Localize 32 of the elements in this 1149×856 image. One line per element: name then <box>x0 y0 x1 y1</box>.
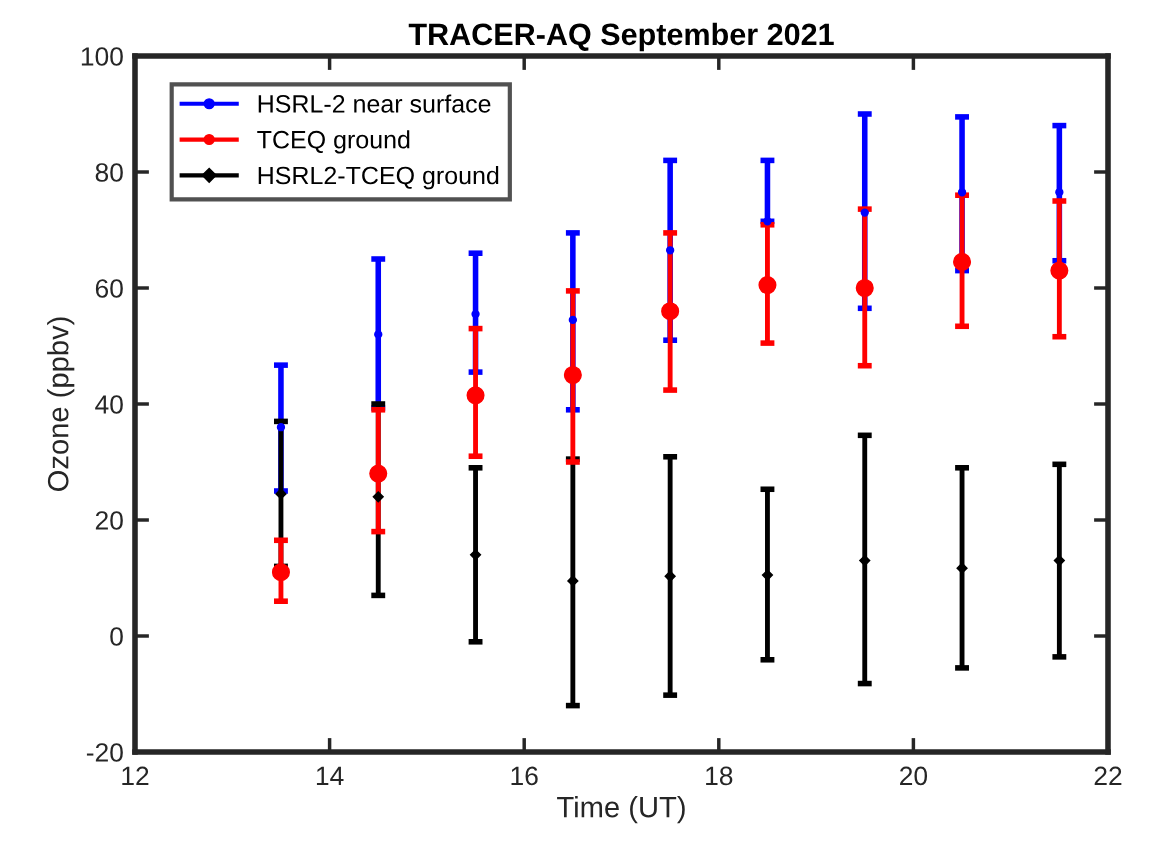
y-tick-label: 100 <box>81 47 123 66</box>
x-tick-label: 16 <box>511 766 538 786</box>
point <box>369 464 388 483</box>
x-tick-label: 20 <box>900 766 928 786</box>
x-axis-title: Time (UT) <box>557 796 685 824</box>
point <box>372 491 384 503</box>
y-tick-label: -20 <box>86 743 123 762</box>
point <box>568 315 578 325</box>
x-tick-label: 14 <box>316 766 344 786</box>
point <box>855 278 874 298</box>
chart-title: TRACER-AQ September 2021 <box>408 22 834 52</box>
point <box>661 302 680 321</box>
x-tick-label: 12 <box>122 766 149 786</box>
point <box>1050 261 1069 280</box>
point <box>276 423 286 432</box>
point <box>1055 188 1064 197</box>
x-tick-label: 22 <box>1094 766 1122 786</box>
y-tick-label: 0 <box>110 627 123 646</box>
y-axis-title: Ozone (ppbv) <box>47 317 75 491</box>
legend-label: HSRL-2 near surface <box>258 94 491 113</box>
point <box>563 365 582 385</box>
point <box>466 386 485 405</box>
y-tick-label: 80 <box>95 163 123 182</box>
y-tick-label: 40 <box>95 395 123 414</box>
y-tick-label: 20 <box>95 511 123 530</box>
y-tick-label: 60 <box>95 279 123 298</box>
legend-label: HSRL2-TCEQ ground <box>258 165 499 190</box>
legend-label: TCEQ ground <box>257 130 410 154</box>
x-tick-label: 18 <box>706 766 733 786</box>
point <box>374 330 383 339</box>
point <box>758 276 777 295</box>
point <box>665 246 675 255</box>
